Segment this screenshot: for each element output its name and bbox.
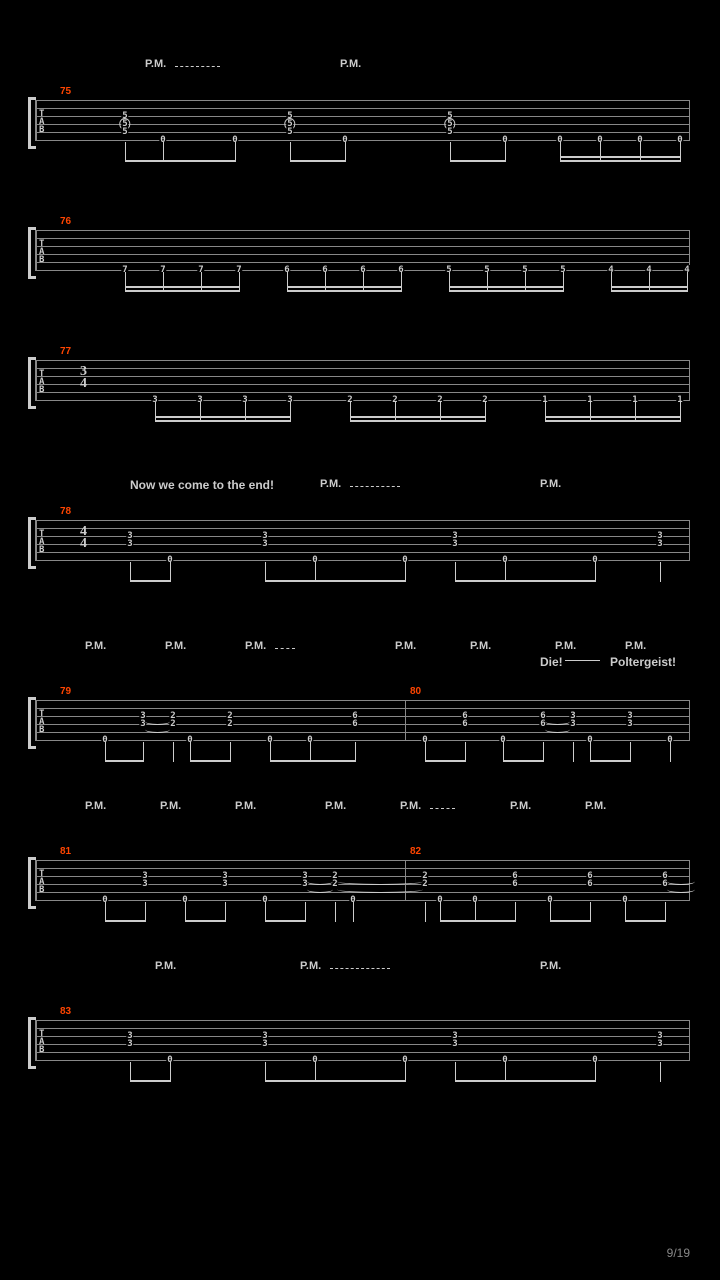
measure-number: 76 bbox=[60, 216, 71, 227]
tab-clef: T A B bbox=[39, 110, 44, 134]
tab-clef: T A B bbox=[39, 870, 44, 894]
tab-clef: T A B bbox=[39, 710, 44, 734]
pm-annotation: P.M. bbox=[555, 640, 576, 652]
time-signature: 4 4 bbox=[80, 526, 87, 550]
fret-number: 3 bbox=[451, 539, 458, 549]
fret-number: 6 bbox=[586, 879, 593, 889]
pm-annotation: P.M. bbox=[395, 640, 416, 652]
pm-annotation: P.M. bbox=[585, 800, 606, 812]
pm-annotation: P.M. bbox=[165, 640, 186, 652]
measure-number: 77 bbox=[60, 346, 71, 357]
page-number: 9/19 bbox=[667, 1246, 690, 1260]
fret-number: 3 bbox=[569, 719, 576, 729]
pm-annotation: P.M. bbox=[325, 800, 346, 812]
pm-annotation: P.M. bbox=[340, 58, 361, 70]
measure-number: 82 bbox=[410, 846, 421, 857]
tab-clef: T A B bbox=[39, 370, 44, 394]
pm-annotation: P.M. bbox=[235, 800, 256, 812]
lyric-text: Poltergeist! bbox=[610, 655, 676, 669]
pm-annotation: P.M. bbox=[540, 478, 561, 490]
pm-annotation: P.M. bbox=[510, 800, 531, 812]
fret-number: 2 bbox=[169, 719, 176, 729]
measure-number: 78 bbox=[60, 506, 71, 517]
fret-number: 5 bbox=[286, 127, 293, 137]
tab-staff bbox=[35, 360, 690, 400]
pm-annotation: P.M. bbox=[540, 960, 561, 972]
fret-number: 5 bbox=[446, 127, 453, 137]
tab-staff bbox=[35, 100, 690, 140]
fret-number: 6 bbox=[461, 719, 468, 729]
pm-annotation: P.M. bbox=[155, 960, 176, 972]
fret-number: 6 bbox=[351, 719, 358, 729]
fret-number: 3 bbox=[141, 879, 148, 889]
pm-annotation: P.M. bbox=[320, 478, 341, 490]
pm-annotation: P.M. bbox=[85, 640, 106, 652]
fret-number: 3 bbox=[221, 879, 228, 889]
fret-number: 6 bbox=[511, 879, 518, 889]
tab-staff bbox=[35, 230, 690, 270]
fret-number: 3 bbox=[126, 539, 133, 549]
tab-staff bbox=[35, 700, 690, 740]
time-signature: 3 4 bbox=[80, 366, 87, 390]
fret-number: 3 bbox=[261, 539, 268, 549]
measure-number: 83 bbox=[60, 1006, 71, 1017]
pm-annotation: P.M. bbox=[245, 640, 266, 652]
pm-annotation: P.M. bbox=[160, 800, 181, 812]
tab-clef: T A B bbox=[39, 1030, 44, 1054]
fret-number: 3 bbox=[656, 1039, 663, 1049]
tab-clef: T A B bbox=[39, 240, 44, 264]
fret-number: 5 bbox=[121, 127, 128, 137]
fret-number: 3 bbox=[451, 1039, 458, 1049]
measure-number: 79 bbox=[60, 686, 71, 697]
fret-number: 3 bbox=[126, 1039, 133, 1049]
fret-number: 3 bbox=[626, 719, 633, 729]
pm-annotation: P.M. bbox=[470, 640, 491, 652]
measure-number: 75 bbox=[60, 86, 71, 97]
fret-number: 3 bbox=[261, 1039, 268, 1049]
lyric-text: Die! bbox=[540, 655, 563, 669]
measure-number: 81 bbox=[60, 846, 71, 857]
fret-number: 3 bbox=[656, 539, 663, 549]
pm-annotation: P.M. bbox=[400, 800, 421, 812]
pm-annotation: P.M. bbox=[300, 960, 321, 972]
lyric-text: Now we come to the end! bbox=[130, 478, 274, 492]
pm-annotation: P.M. bbox=[85, 800, 106, 812]
measure-number: 80 bbox=[410, 686, 421, 697]
pm-annotation: P.M. bbox=[625, 640, 646, 652]
tab-clef: T A B bbox=[39, 530, 44, 554]
fret-number: 2 bbox=[226, 719, 233, 729]
pm-annotation: P.M. bbox=[145, 58, 166, 70]
